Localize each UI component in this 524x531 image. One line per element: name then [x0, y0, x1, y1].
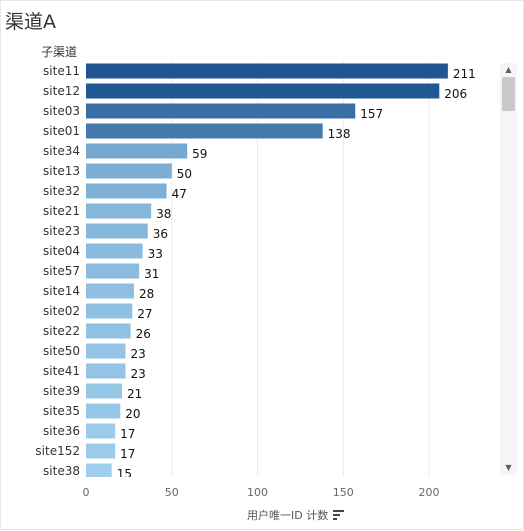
data-label: 21 [127, 387, 142, 401]
bar [86, 223, 148, 239]
sort-descending-icon[interactable] [333, 510, 345, 520]
scroll-up-arrow-icon[interactable]: ▲ [505, 65, 512, 74]
gridlines [171, 61, 430, 477]
category-label: site11 [43, 64, 80, 78]
bar [86, 303, 133, 319]
data-label: 27 [137, 307, 152, 321]
category-label: site23 [43, 224, 80, 238]
category-label: site50 [43, 344, 80, 358]
x-axis-title-group: 用户唯一ID 计数 [247, 507, 345, 523]
bar [86, 403, 121, 419]
scrollbar-thumb[interactable] [502, 77, 515, 111]
data-label: 17 [120, 427, 135, 441]
x-tick-label: 50 [165, 486, 179, 499]
data-label: 20 [125, 407, 140, 421]
category-label: site39 [43, 384, 80, 398]
bar [86, 363, 126, 379]
category-label: site36 [43, 424, 80, 438]
row-header: 子渠道 [41, 45, 78, 59]
bar [86, 443, 116, 459]
data-label: 47 [172, 187, 187, 201]
data-label: 211 [453, 67, 476, 81]
data-label: 31 [144, 267, 159, 281]
category-label: site32 [43, 184, 80, 198]
category-label: site152 [35, 444, 80, 458]
category-label: site34 [43, 144, 80, 158]
category-label: site12 [43, 84, 80, 98]
category-label: site02 [43, 304, 80, 318]
category-label: site14 [43, 284, 80, 298]
x-axis: 0 50 100 150 200 [83, 486, 440, 499]
x-axis-title: 用户唯一ID 计数 [247, 509, 329, 522]
bar [86, 123, 323, 139]
data-label: 33 [148, 247, 163, 261]
data-label: 138 [328, 127, 351, 141]
data-label: 23 [130, 347, 145, 361]
bar [86, 383, 123, 399]
x-tick-label: 200 [419, 486, 440, 499]
data-label: 26 [136, 327, 151, 341]
category-label: site04 [43, 244, 80, 258]
category-label: site03 [43, 104, 80, 118]
bar [86, 323, 131, 339]
data-label: 59 [192, 147, 207, 161]
data-label: 206 [444, 87, 467, 101]
category-label: site57 [43, 264, 80, 278]
bar [86, 163, 172, 179]
x-tick-label: 100 [247, 486, 268, 499]
data-label: 38 [156, 207, 171, 221]
bar [86, 63, 448, 79]
category-label: site35 [43, 404, 80, 418]
bar [86, 283, 135, 299]
bar [86, 263, 140, 279]
data-label: 36 [153, 227, 168, 241]
data-label: 28 [139, 287, 154, 301]
bar [86, 423, 116, 439]
vertical-scrollbar[interactable]: ▲ ▼ [500, 63, 517, 475]
category-label: site21 [43, 204, 80, 218]
bar [86, 103, 356, 119]
chart-title: 渠道A [5, 11, 56, 33]
bar [86, 143, 188, 159]
bar [86, 243, 143, 259]
bar [86, 83, 440, 99]
category-label: site22 [43, 324, 80, 338]
data-label: 157 [360, 107, 383, 121]
category-label: site41 [43, 364, 80, 378]
x-tick-label: 0 [83, 486, 90, 499]
bar [86, 183, 167, 199]
data-label: 23 [130, 367, 145, 381]
data-label: 50 [177, 167, 192, 181]
category-label: site13 [43, 164, 80, 178]
bar [86, 343, 126, 359]
bars-pane: site11 211 site12 206 site03 157 site01 138 site… [35, 63, 476, 481]
scroll-down-arrow-icon[interactable]: ▼ [505, 463, 512, 472]
data-label: 15 [117, 467, 132, 481]
bar [86, 203, 152, 219]
category-label: site01 [43, 124, 80, 138]
x-tick-label: 150 [333, 486, 354, 499]
data-label: 17 [120, 447, 135, 461]
category-label: site38 [43, 464, 80, 478]
bar [86, 463, 112, 477]
